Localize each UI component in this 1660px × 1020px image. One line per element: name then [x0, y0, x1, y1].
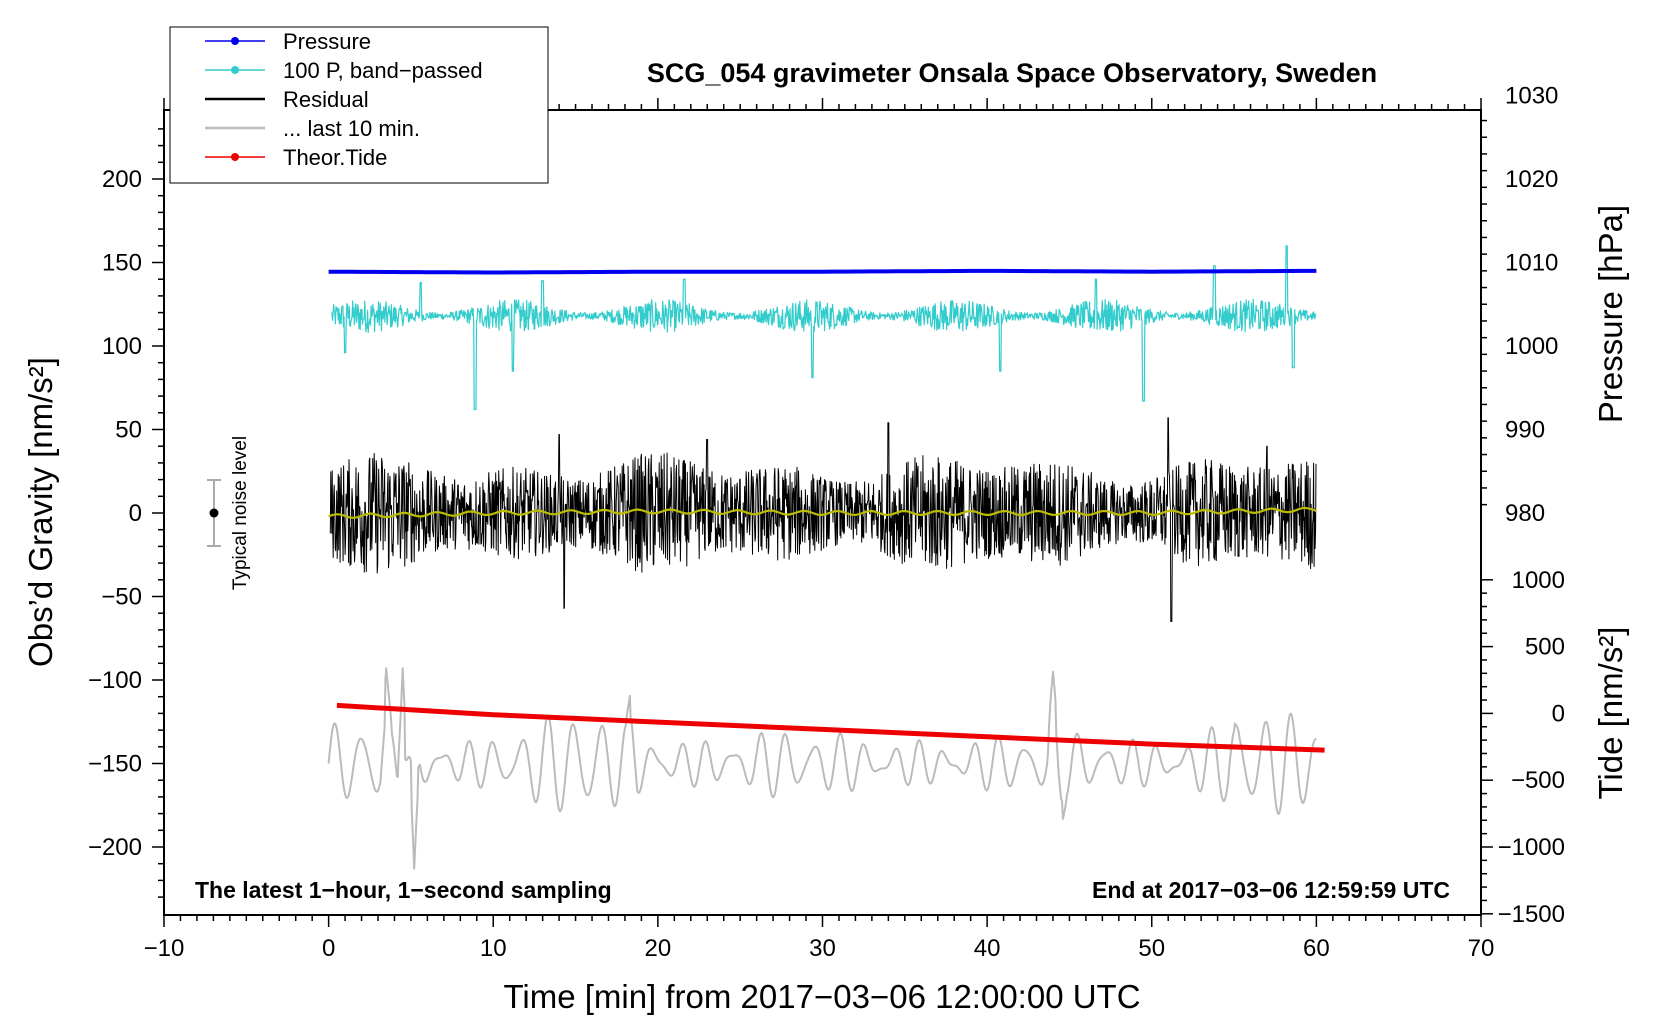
y-tick-label-left: −150	[88, 751, 142, 778]
annotation-bottom-right: End at 2017−03−06 12:59:59 UTC	[1092, 877, 1450, 903]
series-theoretical-tide-line	[336, 702, 1325, 753]
y-tick-label-left: 0	[129, 500, 142, 527]
legend-label-pressure: Pressure	[283, 29, 371, 54]
legend-label-residual: Residual	[283, 87, 369, 112]
series-residual-smoothed-line	[328, 506, 1317, 519]
y-tick-label-pressure: 1000	[1505, 333, 1558, 360]
x-axis-label: Time [min] from 2017−03−06 12:00:00 UTC	[503, 978, 1140, 1015]
y-tick-label-tide: 500	[1525, 634, 1565, 661]
legend: Pressure 100 P, band−passed Residual ... la…	[169, 26, 549, 184]
y-tick-label-left: 50	[115, 417, 142, 444]
y-tick-label-left: −100	[88, 667, 142, 694]
series-last-10-min-line	[327, 667, 1317, 870]
noise-level-label: Typical noise level	[230, 436, 251, 590]
series-residual-line	[329, 417, 1317, 622]
x-tick-label: 70	[1468, 935, 1495, 962]
series-layer	[327, 245, 1325, 870]
series-band-passed-pressure-line	[331, 245, 1317, 411]
x-tick-label: 50	[1138, 935, 1165, 962]
x-tick-label: 40	[974, 935, 1001, 962]
legend-label-100-p-band-passed: 100 P, band−passed	[283, 58, 483, 83]
x-tick-label: 10	[480, 935, 507, 962]
y-tick-label-tide: 0	[1552, 700, 1565, 727]
x-tick-label: 0	[322, 935, 335, 962]
y-tick-label-left: −50	[101, 584, 142, 611]
x-tick-label: −10	[144, 935, 185, 962]
legend-marker-theor-tide	[231, 153, 239, 161]
y-tick-label-pressure: 980	[1505, 500, 1545, 527]
y-axis-label-left: Obs’d Gravity [nm/s²]	[22, 357, 59, 667]
legend-label-last-10-min: ... last 10 min.	[283, 116, 420, 141]
y-tick-label-tide: 1000	[1512, 567, 1565, 594]
y-tick-label-pressure: 1010	[1505, 250, 1558, 277]
chart-title: SCG_054 gravimeter Onsala Space Observat…	[647, 58, 1377, 88]
noise-level-indicator: Typical noise level	[207, 436, 251, 590]
annotation-bottom-left: The latest 1−hour, 1−second sampling	[195, 877, 612, 903]
y-tick-label-pressure: 990	[1505, 417, 1545, 444]
y-tick-label-left: 200	[102, 166, 142, 193]
x-tick-label: 30	[809, 935, 836, 962]
y-axis-label-pressure: Pressure [hPa]	[1592, 205, 1629, 423]
y-tick-label-pressure: 1030	[1505, 83, 1558, 110]
series-pressure-line	[328, 268, 1317, 275]
noise-bar-center-dot	[209, 508, 219, 518]
y-tick-label-left: 100	[102, 333, 142, 360]
axes-layer: −10 0 10 20 30 40 50 60 70200150100500−50−100−15…	[88, 83, 1565, 963]
y-tick-label-tide: −1500	[1498, 901, 1565, 928]
legend-marker-pressure	[231, 37, 239, 45]
y-tick-label-left: −200	[88, 834, 142, 861]
x-tick-label: 20	[645, 935, 672, 962]
legend-label-theor-tide: Theor.Tide	[283, 145, 387, 170]
x-tick-label: 60	[1303, 935, 1330, 962]
y-tick-label-left: 150	[102, 250, 142, 277]
y-tick-label-tide: −1000	[1498, 834, 1565, 861]
plot-frame	[163, 109, 1482, 916]
y-tick-label-pressure: 1020	[1505, 166, 1558, 193]
y-axis-label-tide: Tide [nm/s²]	[1592, 627, 1629, 800]
y-tick-label-tide: −500	[1511, 767, 1565, 794]
legend-marker-100-p-band-passed	[231, 66, 239, 74]
